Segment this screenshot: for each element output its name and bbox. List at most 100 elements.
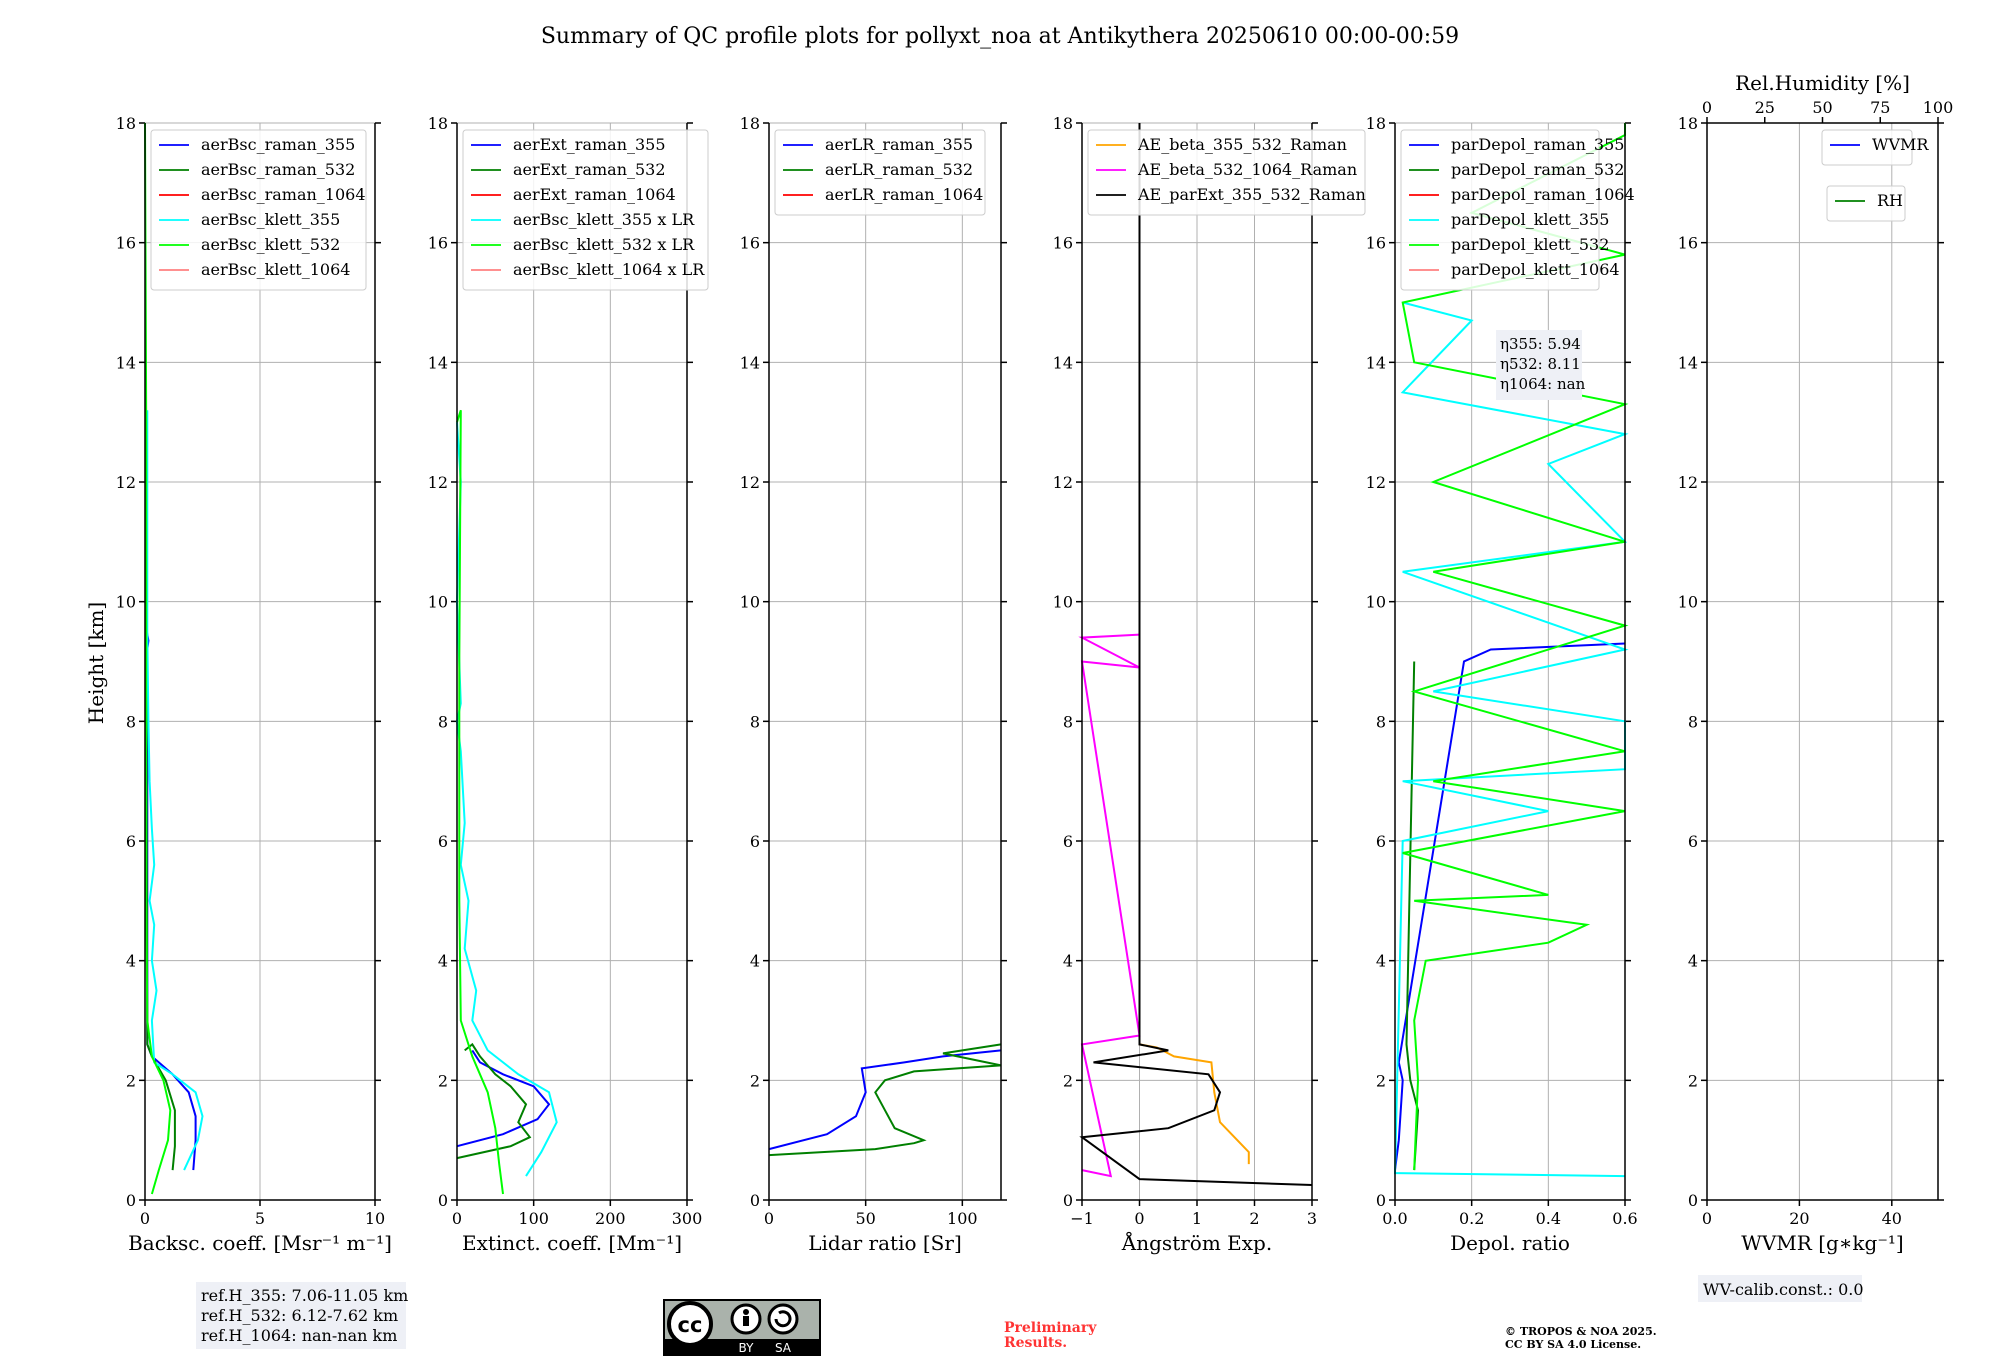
eta-background xyxy=(1496,330,1582,400)
legend-label: parDepol_klett_355 xyxy=(1451,210,1609,229)
legend-label: parDepol_raman_532 xyxy=(1451,160,1624,179)
x-tick-label: 3 xyxy=(1307,1209,1317,1228)
y-tick-label: 2 xyxy=(750,1071,760,1090)
wv-calib-text: WV-calib.const.: 0.0 xyxy=(1703,1280,1864,1299)
legend-box xyxy=(1400,129,1600,291)
legend-wvmr-box xyxy=(1821,129,1913,166)
y-tick-label: 8 xyxy=(1688,712,1698,731)
y-tick-label: 10 xyxy=(1053,593,1073,612)
legend-label: aerBsc_klett_532 xyxy=(201,235,340,254)
series-line-aerBsc_klett_355 x LR xyxy=(455,422,558,1177)
y-tick-label: 0 xyxy=(750,1191,760,1210)
x-tick-label: 300 xyxy=(672,1209,703,1228)
eta-1064: η1064: nan xyxy=(1500,375,1586,393)
series-line-aerBsc_klett_532 xyxy=(144,122,172,1195)
x-tick-label: 5 xyxy=(255,1209,265,1228)
series-line-aerBsc_klett_532 x LR xyxy=(456,409,504,1195)
ref-height-532: ref.H_532: 6.12-7.62 km xyxy=(201,1306,398,1325)
panel-1: 0 5 10 0 2 4 6 8 10 12 14 16 18 Backsc. coeff. [Msr⁻¹… xyxy=(116,114,392,1255)
top-tick-label: 25 xyxy=(1755,98,1775,117)
y-tick-label: 0 xyxy=(1688,1191,1698,1210)
x-tick-label: 0 xyxy=(764,1209,774,1228)
y-tick-label: 4 xyxy=(126,952,136,971)
y-tick-label: 14 xyxy=(116,353,136,372)
series-line-aerLR_raman_532 xyxy=(768,1043,1002,1157)
y-tick-label: 0 xyxy=(1063,1191,1073,1210)
y-tick-label: 18 xyxy=(428,114,448,133)
y-tick-label: 4 xyxy=(750,952,760,971)
legend-rh-label: RH xyxy=(1877,191,1903,210)
y-tick-label: 2 xyxy=(126,1071,136,1090)
y-tick-label: 0 xyxy=(126,1191,136,1210)
legend-label: parDepol_klett_1064 xyxy=(1451,260,1620,279)
ref-height-355: ref.H_355: 7.06-11.05 km xyxy=(201,1286,408,1305)
y-tick-label: 16 xyxy=(1366,234,1386,253)
y-tick-label: 12 xyxy=(1053,473,1073,492)
x-tick-label: 0.4 xyxy=(1536,1209,1561,1228)
legend-wvmr-label: WVMR xyxy=(1872,135,1929,154)
x-axis-label: Ångström Exp. xyxy=(1121,1230,1272,1255)
y-tick-label: 16 xyxy=(1678,234,1698,253)
x-tick-label: 0.0 xyxy=(1382,1209,1407,1228)
y-tick-label: 2 xyxy=(1688,1071,1698,1090)
y-tick-label: 4 xyxy=(1688,952,1698,971)
series-line-aerBsc_klett_355 xyxy=(146,410,204,1171)
y-tick-label: 18 xyxy=(740,114,760,133)
x-tick-label: 0.6 xyxy=(1612,1209,1637,1228)
y-tick-label: 2 xyxy=(1063,1071,1073,1090)
series-line-AE_beta_532_1064_Raman xyxy=(1078,633,1141,1178)
x-tick-label: 0 xyxy=(140,1209,150,1228)
legend-label: aerBsc_klett_532 x LR xyxy=(513,235,695,254)
x-axis-label: Backsc. coeff. [Msr⁻¹ m⁻¹] xyxy=(128,1231,392,1255)
y-tick-label: 0 xyxy=(1376,1191,1386,1210)
y-tick-label: 18 xyxy=(1678,114,1698,133)
series-line-AE_parExt_355_532_Raman xyxy=(1079,123,1313,1186)
y-tick-label: 14 xyxy=(1678,353,1698,372)
cc-logo-circle xyxy=(667,1301,713,1347)
y-tick-label: 4 xyxy=(1376,952,1386,971)
y-tick-label: 14 xyxy=(1053,353,1073,372)
y-axis-label: Height [km] xyxy=(84,602,108,724)
x-tick-label: 20 xyxy=(1789,1209,1809,1228)
by-person-body xyxy=(743,1316,749,1326)
legend-label: aerBsc_klett_355 x LR xyxy=(513,210,695,229)
x-axis-label: Extinct. coeff. [Mm⁻¹] xyxy=(462,1231,682,1255)
y-tick-label: 12 xyxy=(1366,473,1386,492)
cc-logo-text: cc xyxy=(678,1313,703,1337)
y-tick-label: 2 xyxy=(438,1071,448,1090)
series-line-aerExt_raman_532 xyxy=(456,1042,532,1160)
y-tick-label: 16 xyxy=(1053,234,1073,253)
y-tick-label: 6 xyxy=(1063,832,1073,851)
y-tick-label: 8 xyxy=(1063,712,1073,731)
legend-label: aerLR_raman_1064 xyxy=(825,185,983,204)
legend-label: aerBsc_klett_1064 xyxy=(201,260,350,279)
x-tick-label: 0.2 xyxy=(1459,1209,1484,1228)
y-tick-label: 6 xyxy=(438,832,448,851)
wv-calib-box: WV-calib.const.: 0.0 xyxy=(1698,1275,1864,1302)
x-tick-label: 0 xyxy=(1134,1209,1144,1228)
cc-license-badge: cc BY SA xyxy=(663,1299,821,1356)
y-tick-label: 6 xyxy=(1688,832,1698,851)
legend-box xyxy=(774,129,986,216)
sa-label: SA xyxy=(775,1341,792,1355)
ref-heights-background xyxy=(196,1282,406,1349)
legend-label: aerBsc_raman_532 xyxy=(201,160,355,179)
y-tick-label: 4 xyxy=(438,952,448,971)
y-tick-label: 8 xyxy=(1376,712,1386,731)
y-tick-label: 8 xyxy=(750,712,760,731)
legend-label: parDepol_raman_355 xyxy=(1451,135,1624,154)
legend-label: parDepol_klett_532 xyxy=(1451,235,1609,254)
eta-532: η532: 8.11 xyxy=(1500,355,1581,373)
x-axis-label: Lidar ratio [Sr] xyxy=(808,1231,962,1255)
top-tick-label: 50 xyxy=(1812,98,1832,117)
y-tick-label: 14 xyxy=(1366,353,1386,372)
legend-label: aerBsc_klett_1064 x LR xyxy=(513,260,705,279)
top-tick-label: 100 xyxy=(1923,98,1954,117)
preliminary-results-line2: Results. xyxy=(1004,1335,1067,1351)
y-tick-label: 12 xyxy=(740,473,760,492)
legend-label: aerBsc_klett_355 xyxy=(201,210,340,229)
top-axis-label: Rel.Humidity [%] xyxy=(1735,71,1910,95)
y-tick-label: 12 xyxy=(116,473,136,492)
